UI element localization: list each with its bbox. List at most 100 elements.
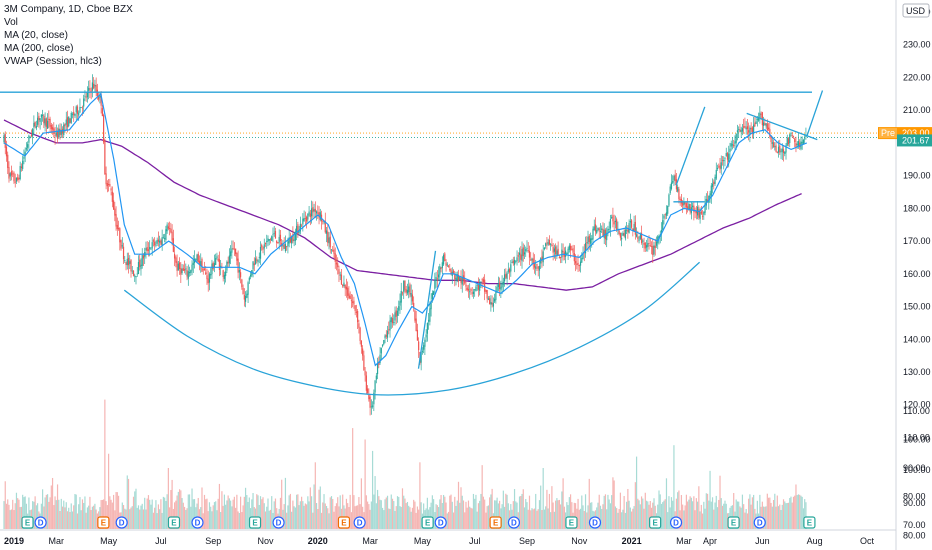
volume-bar bbox=[281, 479, 283, 529]
earnings-event-icon[interactable]: E bbox=[421, 516, 434, 529]
candle-body bbox=[201, 258, 203, 272]
earnings-event-icon[interactable]: E bbox=[727, 516, 740, 529]
volume-bar bbox=[93, 505, 95, 529]
candle-body bbox=[374, 380, 376, 393]
dividend-event-icon[interactable]: D bbox=[272, 516, 285, 529]
dividend-event-icon[interactable]: D bbox=[753, 516, 766, 529]
volume-bar bbox=[8, 504, 10, 529]
dividend-event-icon[interactable]: D bbox=[115, 516, 128, 529]
price-axis[interactable]: 70.0080.0090.00100.00110.00120.00130.001… bbox=[895, 0, 931, 550]
candle-body bbox=[719, 165, 721, 170]
time-tick-label: Aug bbox=[807, 536, 823, 546]
trendlines[interactable] bbox=[0, 90, 824, 396]
dividend-event-icon[interactable]: D bbox=[191, 516, 204, 529]
pre-market-price-tag: Pre 203.00 bbox=[878, 127, 932, 140]
volume-bar bbox=[181, 498, 183, 529]
volume-bar bbox=[129, 509, 131, 529]
volume-bar bbox=[367, 501, 369, 529]
chart-legend: 3M Company, 1D, Cboe BZX Vol MA (20, clo… bbox=[4, 3, 133, 68]
candle-body bbox=[177, 263, 179, 271]
candle-body bbox=[500, 286, 502, 290]
candle-body bbox=[348, 293, 350, 298]
earnings-event-icon[interactable]: E bbox=[167, 516, 181, 529]
candle-body bbox=[4, 134, 6, 148]
volume-bar bbox=[484, 499, 486, 529]
volume-bar bbox=[257, 495, 259, 529]
candle-body bbox=[83, 98, 85, 107]
candle-body bbox=[680, 198, 683, 204]
volume-bar bbox=[408, 505, 410, 529]
candle-body bbox=[142, 255, 145, 259]
dividend-event-icon[interactable]: D bbox=[434, 516, 447, 529]
volume-bar bbox=[161, 512, 163, 529]
time-tick-label: Mar bbox=[676, 536, 692, 546]
dividend-event-icon[interactable]: D bbox=[34, 516, 47, 529]
candle-body bbox=[155, 244, 157, 246]
trendline-breakout-up[interactable] bbox=[806, 90, 824, 137]
candle-body bbox=[37, 117, 39, 125]
candle-body bbox=[678, 189, 680, 200]
dividend-event-icon[interactable]: D bbox=[507, 516, 521, 529]
volume-bar bbox=[581, 495, 583, 529]
candle-body bbox=[518, 252, 521, 255]
dividend-event-icon[interactable]: D bbox=[353, 516, 366, 529]
volume-bar bbox=[223, 494, 226, 529]
candle-body bbox=[535, 266, 537, 269]
volume-bar bbox=[724, 500, 726, 529]
legend-vwap[interactable]: VWAP (Session, hlc3) bbox=[4, 56, 102, 67]
earnings-event-icon[interactable]: E bbox=[803, 516, 816, 529]
volume-bar bbox=[193, 499, 196, 529]
volume-bar bbox=[95, 509, 97, 529]
candle-body bbox=[213, 263, 216, 268]
candle-body bbox=[715, 169, 717, 179]
candle-body bbox=[436, 278, 438, 280]
trendline-rally-1[interactable] bbox=[675, 106, 706, 186]
volume-bar bbox=[662, 502, 664, 529]
volume-bar bbox=[332, 499, 334, 529]
volume-bar bbox=[401, 488, 404, 529]
candle-body bbox=[703, 211, 705, 215]
candle-body bbox=[353, 300, 355, 305]
dividend-event-icon[interactable]: D bbox=[588, 516, 602, 529]
legend-vol[interactable]: Vol bbox=[4, 17, 18, 28]
candle-body bbox=[442, 254, 445, 265]
earnings-event-icon[interactable]: E bbox=[337, 516, 351, 529]
earnings-event-icon[interactable]: E bbox=[565, 516, 578, 529]
candle-body bbox=[121, 245, 123, 247]
volume-bar bbox=[733, 493, 735, 529]
volume-bar bbox=[550, 512, 552, 529]
legend-ma20[interactable]: MA (20, close) bbox=[4, 30, 68, 41]
candle-body bbox=[447, 265, 450, 267]
currency-selector[interactable]: USD bbox=[902, 3, 930, 18]
time-axis[interactable]: 2019 Mar May Jul Sep Nov 2020 Mar May Jul Sep Nov 20… bbox=[0, 529, 896, 546]
earnings-event-icon[interactable]: E bbox=[649, 516, 662, 529]
candle-body bbox=[490, 302, 492, 305]
volume-bar bbox=[583, 511, 585, 529]
candle-body bbox=[299, 223, 301, 232]
candle-body bbox=[99, 95, 101, 98]
legend-ma200[interactable]: MA (200, close) bbox=[4, 43, 74, 54]
volume-bar bbox=[144, 497, 146, 529]
volume-bar bbox=[70, 503, 72, 529]
candle-body bbox=[338, 269, 340, 274]
volume-bar bbox=[201, 487, 203, 529]
dividend-event-icon[interactable]: D bbox=[669, 516, 683, 529]
volume-bar bbox=[69, 511, 71, 529]
volume-bar bbox=[303, 505, 305, 529]
earnings-event-icon[interactable]: E bbox=[489, 516, 502, 529]
price-tick-label: 130.00 bbox=[903, 367, 931, 377]
candle-body bbox=[242, 287, 244, 295]
trendline-rally-2[interactable] bbox=[417, 250, 437, 369]
candle-body bbox=[43, 115, 45, 124]
legend-symbol[interactable]: 3M Company, 1D, Cboe BZX bbox=[4, 4, 133, 15]
earnings-event-icon[interactable]: E bbox=[248, 516, 262, 529]
volume-bar bbox=[677, 492, 679, 529]
trendline-falling-wedge-top[interactable] bbox=[746, 112, 818, 141]
earnings-event-icon[interactable]: E bbox=[21, 516, 34, 529]
earnings-badge-letter: E bbox=[807, 519, 813, 528]
earnings-event-icon[interactable]: E bbox=[97, 516, 110, 529]
volume-bar bbox=[667, 512, 669, 529]
candle-body bbox=[180, 268, 182, 275]
trendline-cup-base-arc[interactable] bbox=[123, 261, 701, 396]
